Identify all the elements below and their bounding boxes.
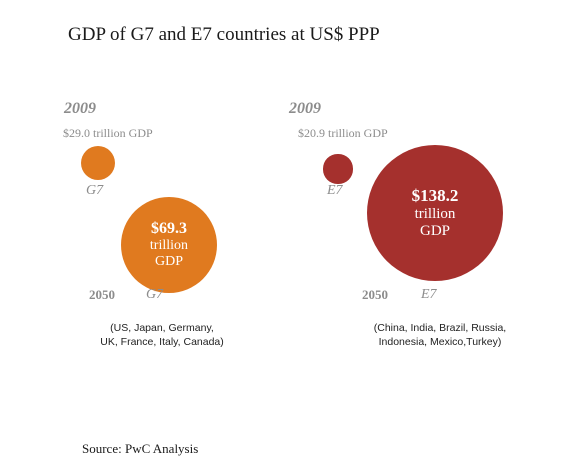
- g7-members-line-1: (US, Japan, Germany,: [110, 322, 214, 334]
- e7-2050-group-name: E7: [421, 287, 437, 302]
- g7-2009-group-name: G7: [86, 183, 104, 198]
- g7-2009-bubble: [80, 145, 116, 181]
- e7-members-line-2: Indonesia, Mexico,Turkey): [378, 336, 502, 348]
- g7-2050-group-name: G7: [146, 287, 164, 302]
- e7-2009-bubble: [323, 154, 353, 184]
- e7-2050-unit: trillion: [414, 206, 456, 222]
- chart-title: GDP of G7 and E7 countries at US$ PPP: [68, 24, 380, 45]
- e7-members-line-1: (China, India, Brazil, Russia,: [373, 322, 507, 334]
- g7-2050-unit: trillion: [149, 237, 189, 253]
- e7-2050-year: 2050: [362, 287, 388, 302]
- e7-2009-year: 2009: [289, 100, 321, 117]
- source-note: Source: PwC Analysis: [82, 441, 199, 456]
- e7-2050-value: $138.2: [411, 186, 459, 205]
- e7-2009-group-name: E7: [327, 183, 343, 198]
- e7-2050-gdp: GDP: [419, 223, 450, 239]
- g7-2050-gdp: GDP: [154, 253, 183, 269]
- g7-2009-gdp-label: $29.0 trillion GDP: [63, 126, 153, 140]
- g7-members: (US, Japan, Germany, UK, France, Italy, …: [72, 321, 252, 349]
- g7-2050-value: $69.3: [150, 219, 187, 237]
- g7-members-line-2: UK, France, Italy, Canada): [100, 336, 224, 348]
- e7-2009-gdp-label: $20.9 trillion GDP: [298, 126, 388, 140]
- e7-members: (China, India, Brazil, Russia, Indonesia…: [340, 321, 540, 349]
- g7-2050-bubble: $69.3 trillion GDP: [120, 196, 218, 294]
- e7-2050-bubble: $138.2 trillion GDP: [367, 145, 503, 281]
- g7-2009-year: 2009: [64, 100, 96, 117]
- g7-2050-year: 2050: [89, 287, 115, 302]
